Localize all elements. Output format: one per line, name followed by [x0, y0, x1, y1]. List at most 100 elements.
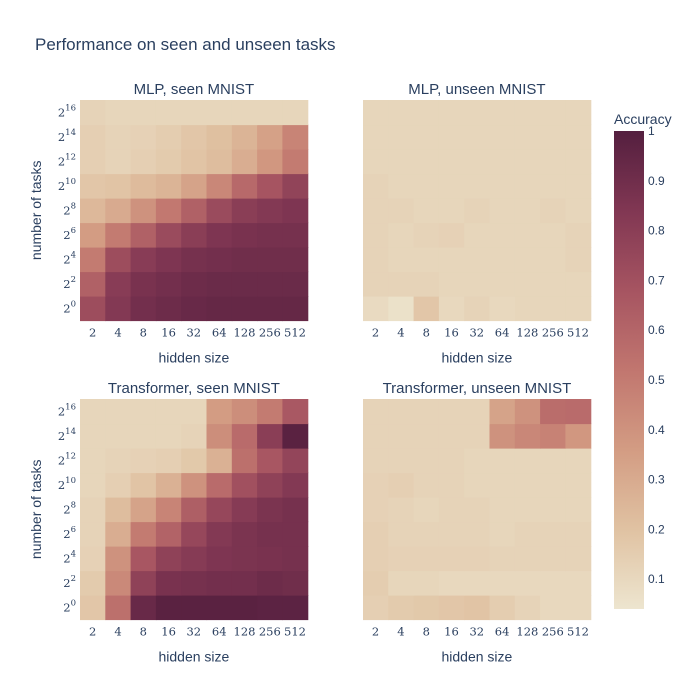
heatmap-cell	[413, 472, 440, 498]
heatmap-cell	[206, 521, 233, 547]
heatmap-cell	[489, 546, 516, 572]
heatmap-cell	[540, 570, 566, 596]
heatmap-cell	[155, 149, 182, 175]
heatmap-cell	[514, 399, 541, 425]
heatmap-cell	[105, 198, 132, 224]
heatmap-cell	[438, 448, 465, 474]
heatmap-cell	[105, 595, 132, 621]
heatmap-cell	[257, 198, 283, 224]
x-tick-label: 32	[186, 326, 201, 340]
heatmap-cell	[388, 497, 415, 523]
heatmap-cell	[540, 423, 566, 449]
heatmap-cell	[206, 296, 233, 322]
heatmap-cell	[80, 497, 106, 523]
heatmap-cell	[413, 173, 440, 199]
colorbar-tick-label: 0.6	[648, 323, 665, 337]
heatmap-cell	[438, 124, 465, 150]
heatmap-cell	[155, 173, 182, 199]
y-tick-label: 20	[63, 299, 76, 315]
heatmap-cell	[206, 570, 233, 596]
heatmap-cell	[388, 173, 415, 199]
heatmap-cell	[464, 124, 491, 150]
x-tick-label: 512	[284, 326, 306, 340]
heatmap-cell	[388, 399, 415, 425]
heatmap-cell	[257, 100, 283, 126]
heatmap-cell	[181, 296, 208, 322]
colorbar-tick-label: 0.2	[648, 522, 665, 536]
heatmap-cell	[155, 271, 182, 297]
heatmap-cell	[105, 222, 132, 248]
x-tick-label: 8	[423, 625, 430, 639]
heatmap-cell	[464, 173, 491, 199]
heatmap-cell	[413, 149, 440, 175]
heatmap-cell	[540, 521, 566, 547]
colorbar-tick-label: 0.8	[648, 224, 665, 238]
heatmap-cell	[231, 247, 258, 273]
heatmap-cell	[155, 570, 182, 596]
heatmap-cell	[130, 149, 157, 175]
heatmap-cell	[514, 570, 541, 596]
heatmap-cell	[80, 198, 106, 224]
heatmap-cell	[181, 399, 208, 425]
heatmap-cell	[363, 198, 389, 224]
heatmap-cell	[181, 198, 208, 224]
heatmap-cell	[231, 149, 258, 175]
x-tick-label: 128	[516, 625, 538, 639]
y-tick-label: 20	[63, 598, 76, 614]
heatmap-cell	[464, 595, 491, 621]
heatmap-cell	[514, 124, 541, 150]
heatmap-cell	[231, 521, 258, 547]
heatmap-cell	[363, 271, 389, 297]
heatmap-cell	[514, 595, 541, 621]
heatmap-cell	[464, 222, 491, 248]
heatmap-cell	[540, 472, 566, 498]
heatmap-cell	[438, 247, 465, 273]
heatmap-cell	[105, 247, 132, 273]
heatmap-cell	[130, 497, 157, 523]
x-tick-label: 8	[140, 326, 147, 340]
heatmap-cell	[257, 521, 283, 547]
x-tick-label: 64	[495, 326, 510, 340]
heatmap-cell	[282, 247, 309, 273]
heatmap-cell	[206, 198, 233, 224]
heatmap-cell	[464, 149, 491, 175]
heatmap-cell	[438, 296, 465, 322]
heatmap-cell	[130, 399, 157, 425]
heatmap-cell	[257, 149, 283, 175]
heatmap-cell	[438, 399, 465, 425]
heatmap-cell	[105, 271, 132, 297]
heatmap-cell	[388, 296, 415, 322]
y-tick-label: 210	[58, 177, 76, 193]
heatmap-cell	[181, 497, 208, 523]
heatmap-cell	[565, 448, 592, 474]
heatmap-cell	[130, 570, 157, 596]
heatmap-cell	[80, 173, 106, 199]
heatmap-cell	[464, 399, 491, 425]
heatmap-cell	[388, 570, 415, 596]
heatmap-cell	[206, 173, 233, 199]
heatmap-cell	[80, 423, 106, 449]
x-tick-label: 16	[161, 326, 176, 340]
heatmap-cell	[206, 100, 233, 126]
x-tick-label: 256	[259, 625, 281, 639]
heatmap-cell	[257, 448, 283, 474]
heatmap-cell	[363, 595, 389, 621]
heatmap-cell	[257, 173, 283, 199]
heatmap-cell	[206, 595, 233, 621]
x-tick-label: 4	[397, 326, 404, 340]
heatmap-cell	[438, 271, 465, 297]
heatmap-cell	[282, 100, 309, 126]
x-axis-title: hidden size	[158, 649, 229, 665]
heatmap-cell	[514, 198, 541, 224]
heatmap-cell	[80, 271, 106, 297]
heatmap-cell	[565, 124, 592, 150]
heatmap-cell	[231, 497, 258, 523]
x-tick-label: 128	[234, 326, 256, 340]
heatmap-cell	[489, 222, 516, 248]
y-tick-label: 26	[63, 525, 76, 541]
heatmap-cell	[489, 570, 516, 596]
heatmap-cell	[565, 570, 592, 596]
heatmap-cell	[388, 198, 415, 224]
heatmap-cell	[231, 198, 258, 224]
heatmap-cell	[130, 472, 157, 498]
